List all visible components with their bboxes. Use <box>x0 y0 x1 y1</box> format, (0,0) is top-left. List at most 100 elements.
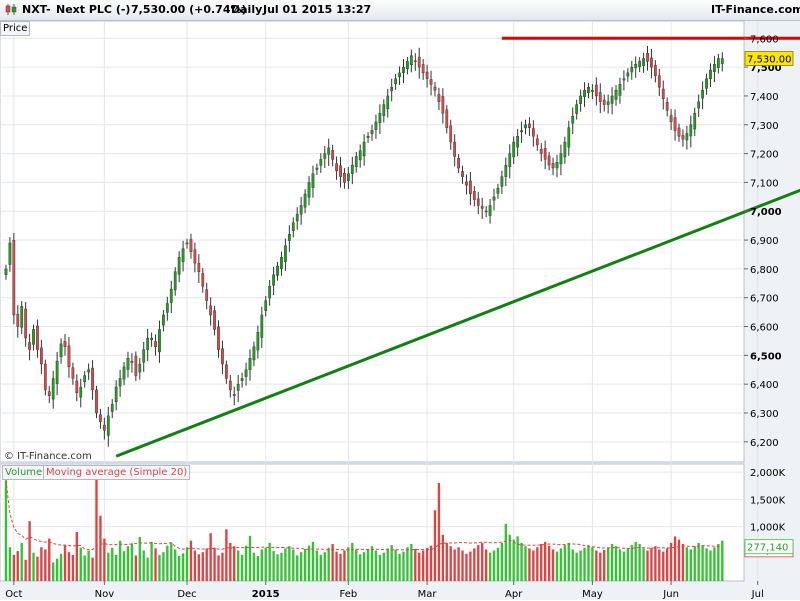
candle-body <box>350 164 354 174</box>
volume-bar <box>272 551 275 581</box>
volume-bar <box>441 534 445 581</box>
candle-body <box>591 89 594 92</box>
candle-body <box>378 113 382 123</box>
volume-bar <box>158 554 161 581</box>
volume-bar <box>63 545 67 581</box>
volume-bar <box>386 548 389 581</box>
candle-body <box>268 285 272 299</box>
volume-bar <box>650 547 653 581</box>
candle-body <box>67 345 71 368</box>
candle-body <box>347 173 350 181</box>
candle-body <box>693 113 697 130</box>
volume-bar <box>323 552 326 581</box>
volume-bar <box>540 543 543 581</box>
candle-body <box>559 153 563 165</box>
volume-bar <box>130 543 134 581</box>
candle-body <box>528 123 531 128</box>
candle-body <box>653 65 657 76</box>
volume-bar <box>256 555 260 581</box>
candle-body <box>689 124 693 137</box>
volume-bar <box>469 551 472 581</box>
volume-bar <box>201 552 204 581</box>
watermark: © IT-Finance.com <box>4 451 92 462</box>
candle-body <box>315 167 319 170</box>
candle-body <box>469 180 472 195</box>
candle-body <box>134 355 138 376</box>
volume-bar <box>453 549 456 581</box>
candle-body <box>413 60 417 62</box>
volume-panel-label[interactable]: Volume <box>2 465 46 480</box>
candle-body <box>173 271 177 291</box>
candle-body <box>669 115 673 123</box>
price-panel-label[interactable]: Price <box>0 21 31 36</box>
candle-body <box>453 141 457 157</box>
volume-bar <box>508 534 511 581</box>
candle-body <box>571 115 575 124</box>
volume-bar <box>563 545 567 581</box>
volume-bar <box>240 554 244 581</box>
volume-bar <box>146 557 149 581</box>
volume-bar <box>32 552 35 581</box>
candle-body <box>228 380 232 391</box>
volume-bar <box>599 552 602 581</box>
volume-bar <box>705 548 708 581</box>
candle-body <box>299 205 303 215</box>
candle-body <box>492 196 496 201</box>
symbol: NXT <box>22 3 48 16</box>
candle-body <box>583 89 586 98</box>
volume-bar <box>461 550 464 581</box>
volume-bar <box>666 548 669 581</box>
candle-body <box>449 125 453 143</box>
volume-bar <box>99 515 102 581</box>
volume-bar <box>622 551 626 581</box>
candle-body <box>598 92 602 102</box>
volume-bar <box>44 549 47 581</box>
candle-body <box>4 268 8 275</box>
candle-body <box>705 78 708 89</box>
time-tick-label: Jul <box>751 589 764 600</box>
candle-body <box>240 378 244 381</box>
price-tick-label: 7,000 <box>750 207 782 218</box>
candle-body <box>638 61 642 68</box>
candle-body <box>594 84 598 97</box>
volume-bar <box>433 510 437 581</box>
volume-bar <box>626 548 630 581</box>
volume-bar <box>689 549 692 581</box>
volume-bar <box>126 546 130 581</box>
volume-bar <box>634 541 637 581</box>
volume-bar <box>315 550 319 581</box>
candle-body <box>201 273 205 287</box>
volume-bar <box>193 550 197 581</box>
candle-body <box>394 78 397 85</box>
candle-body <box>177 257 181 275</box>
volume-bar <box>134 555 138 581</box>
candle-body <box>142 349 146 363</box>
candle-body <box>95 389 98 414</box>
volume-bar <box>370 546 374 581</box>
candle-body <box>673 117 677 131</box>
candle-body <box>445 109 449 128</box>
moving-average-label[interactable]: Moving average (Simple 20) <box>43 465 191 480</box>
volume-bar <box>359 554 362 581</box>
volume-bar <box>658 549 661 581</box>
candle-body <box>244 369 248 377</box>
candle-body <box>205 289 209 301</box>
candle-body <box>661 88 665 100</box>
candle-body <box>295 213 299 222</box>
volume-bar <box>638 543 641 581</box>
candle-body <box>122 366 126 380</box>
candle-body <box>79 386 83 398</box>
candle-body <box>409 55 413 66</box>
volume-bar <box>614 546 618 581</box>
volume-bar <box>311 541 315 581</box>
candle-body <box>43 363 47 391</box>
time-tick-label: Jun <box>662 589 679 600</box>
candle-body <box>575 104 579 114</box>
volume-bar <box>630 545 633 581</box>
volume-bar <box>662 551 665 581</box>
candle-body <box>358 150 362 161</box>
candle-body <box>339 165 342 177</box>
volume-bar <box>91 557 94 581</box>
volume-bar <box>118 540 122 581</box>
candle-body <box>327 147 331 155</box>
